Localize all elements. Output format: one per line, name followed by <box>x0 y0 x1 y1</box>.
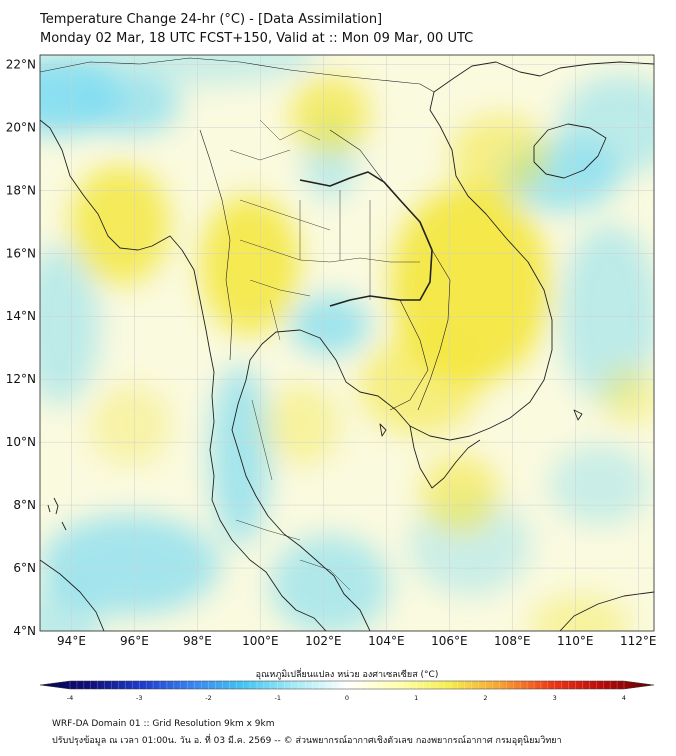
latitude-label: 20°N <box>6 120 36 134</box>
cooling-area <box>270 535 390 631</box>
latitude-label: 6°N <box>13 561 36 575</box>
warming-area <box>70 165 170 285</box>
longitude-axis: 94°E 96°E 98°E 100°E 102°E 104°E 106°E 108°E 110… <box>57 634 656 648</box>
warming-area <box>260 385 340 465</box>
footer-model-info: WRF-DA Domain 01 :: Grid Resolution 9km … <box>52 719 275 729</box>
latitude-label: 14°N <box>6 309 36 323</box>
latitude-label: 10°N <box>6 435 36 449</box>
cooling-area <box>40 515 220 615</box>
colorbar-ticks: -4 -3 -2 -1 0 1 2 3 4 <box>67 694 626 702</box>
border-thai-laos-cambodia <box>299 171 433 307</box>
map-plot-area <box>39 54 655 632</box>
cooling-area <box>80 75 180 135</box>
colorbar-tick-label: -2 <box>205 694 211 702</box>
cooling-area <box>560 75 654 175</box>
coastline-gulf-east-peninsula <box>231 61 654 631</box>
warming-area <box>600 365 654 425</box>
warming-area <box>360 335 480 435</box>
coastline-islands-andaman <box>47 497 67 531</box>
coastline-sumatra <box>40 559 105 631</box>
warming-area <box>420 455 500 535</box>
warming-area <box>450 115 550 195</box>
coastline-hainan <box>533 123 607 179</box>
longitude-label: 98°E <box>183 634 212 648</box>
colorbar-tick-label: -3 <box>136 694 142 702</box>
map-subtitle: Monday 02 Mar, 18 UTC FCST+150, Valid at… <box>40 31 474 46</box>
border-thai-myanmar <box>199 129 233 361</box>
colorbar-tick-label: 1 <box>414 694 418 702</box>
coastlines <box>40 57 654 631</box>
longitude-label: 104°E <box>368 634 405 648</box>
coastline-vietnam-south-tip <box>409 425 481 489</box>
colorbar-tick-label: 2 <box>483 694 487 702</box>
colorbar-tick-label: -4 <box>67 694 73 702</box>
warming-area <box>390 185 550 385</box>
longitude-label: 96°E <box>120 634 149 648</box>
longitude-label: 100°E <box>242 634 279 648</box>
colorbar-segments <box>69 681 625 689</box>
coastline-myanmar-west <box>40 119 327 631</box>
warming-area <box>90 385 170 465</box>
cooling-area <box>40 245 100 405</box>
longitude-label: 94°E <box>57 634 86 648</box>
longitude-label: 102°E <box>305 634 342 648</box>
border-laos-vietnam <box>329 129 451 411</box>
map-title: Temperature Change 24-hr (°C) - [Data As… <box>40 12 383 27</box>
cooling-area <box>560 225 654 405</box>
cooling-area <box>40 585 100 631</box>
temperature-field <box>40 55 654 631</box>
colorbar-tick-label: 4 <box>622 694 626 702</box>
latitude-label: 22°N <box>6 57 36 71</box>
border-cambodia-vietnam <box>389 299 429 411</box>
longitude-label: 110°E <box>557 634 594 648</box>
plot-frame <box>39 54 655 632</box>
warming-area <box>290 75 370 155</box>
latitude-label: 16°N <box>6 246 36 260</box>
cooling-area <box>550 445 650 525</box>
cooling-area <box>80 55 320 85</box>
latitude-axis: 22°N 20°N 18°N 16°N 14°N 12°N 10°N 8°N 6°N 4°N <box>6 57 36 638</box>
coastline-islands-gulf <box>379 409 583 437</box>
border-provinces <box>229 119 420 591</box>
latitude-label: 4°N <box>13 624 36 638</box>
warming-area <box>200 195 300 335</box>
latitude-label: 18°N <box>6 183 36 197</box>
footer-credit: ปรับปรุงข้อมูล ณ เวลา 01:00น. วัน อ. ที่… <box>52 736 562 746</box>
colorbar-tick-label: -1 <box>275 694 281 702</box>
cooling-area <box>290 295 370 355</box>
coastline-borneo <box>559 591 654 631</box>
colorbar: อุณหภูมิเปลี่ยนแปลง หน่วย องศาเซลเซียส (… <box>39 667 655 702</box>
colorbar-tick-label: 3 <box>553 694 557 702</box>
longitude-label: 106°E <box>431 634 468 648</box>
colorbar-title: อุณหภูมิเปลี่ยนแปลง หน่วย องศาเซลเซียส (… <box>256 667 439 680</box>
longitude-label: 108°E <box>494 634 531 648</box>
latitude-label: 12°N <box>6 372 36 386</box>
border-china-north <box>40 57 435 93</box>
latitude-label: 8°N <box>13 498 36 512</box>
gridlines <box>40 55 654 631</box>
colorbar-tick-label: 0 <box>345 694 349 702</box>
longitude-label: 112°E <box>620 634 657 648</box>
